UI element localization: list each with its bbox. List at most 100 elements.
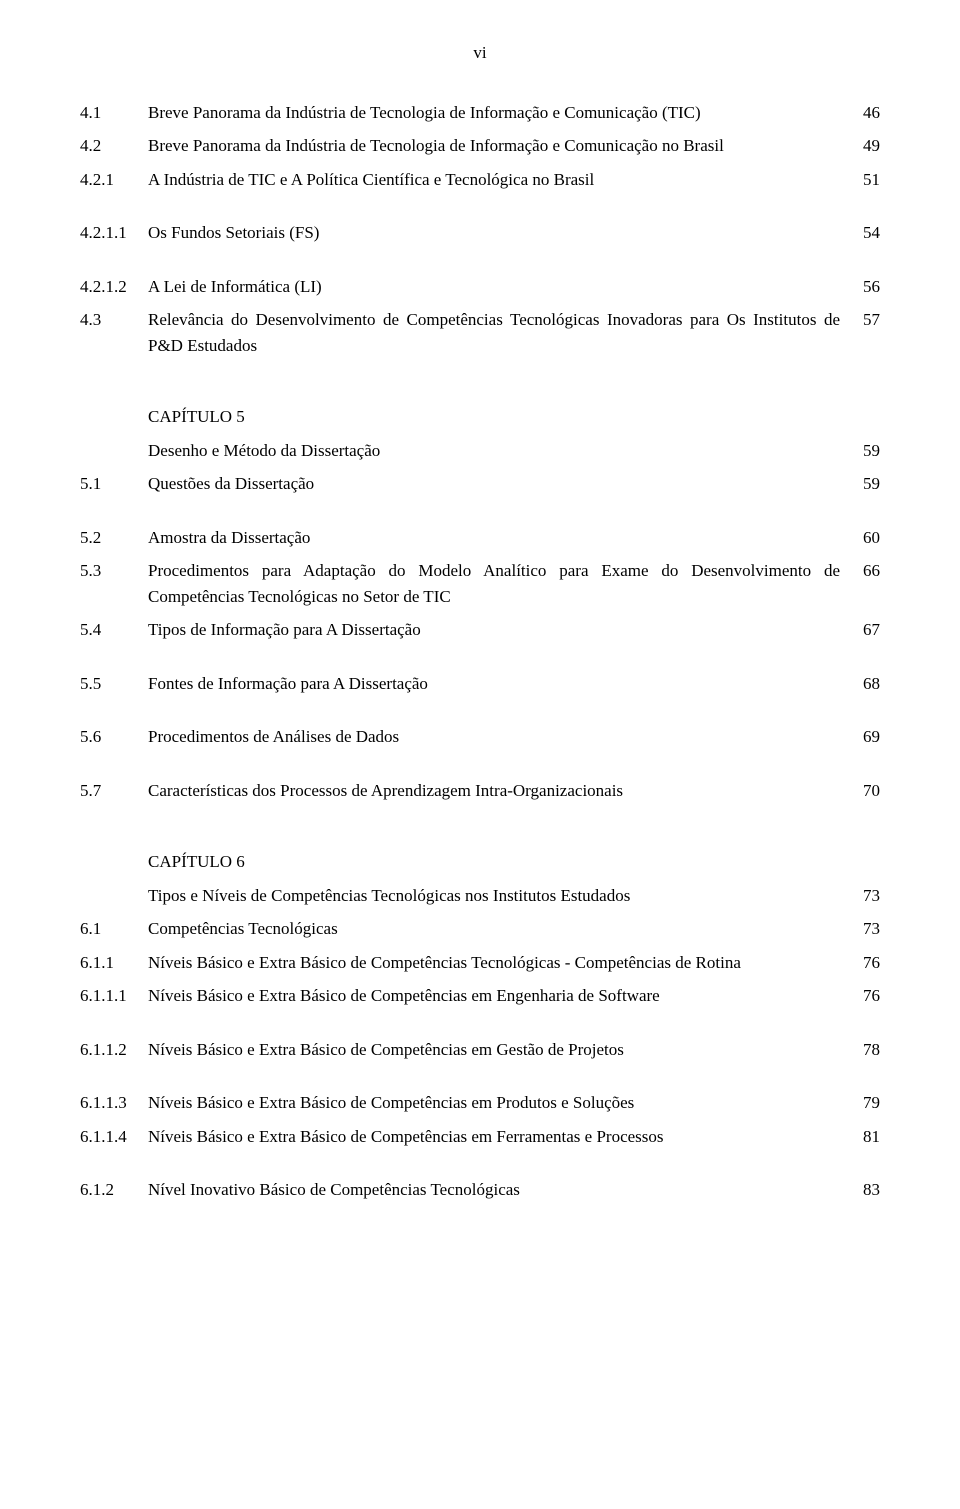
- toc-entry-title: Tipos e Níveis de Competências Tecnológi…: [148, 879, 840, 913]
- toc-entry-number: 4.3: [80, 303, 148, 362]
- toc-entry-title: Níveis Básico e Extra Básico de Competên…: [148, 1120, 840, 1154]
- toc-entry-title: Tipos de Informação para A Dissertação: [148, 613, 840, 647]
- toc-entry-page: [840, 845, 880, 879]
- toc-entry-page: 73: [840, 912, 880, 946]
- toc-row: 5.3Procedimentos para Adaptação do Model…: [80, 554, 880, 613]
- toc-entry-title: Características dos Processos de Aprendi…: [148, 774, 840, 808]
- toc-spacer: [80, 1070, 880, 1082]
- toc-entry-page: 66: [840, 554, 880, 613]
- toc-entry-page: 59: [840, 467, 880, 501]
- toc-row: Tipos e Níveis de Competências Tecnológi…: [80, 879, 880, 913]
- toc-entry-page: 68: [840, 667, 880, 701]
- toc-spacer: [80, 366, 880, 396]
- toc-spacer: [80, 1157, 880, 1169]
- toc-entry-number: 5.4: [80, 613, 148, 647]
- toc-entry-title: Níveis Básico e Extra Básico de Competên…: [148, 1033, 840, 1067]
- toc-entry-number: [80, 400, 148, 434]
- toc-entry-title: A Indústria de TIC e A Política Científi…: [148, 163, 840, 197]
- toc-row: 4.2.1.2A Lei de Informática (LI)56: [80, 270, 880, 304]
- toc-entry-title: CAPÍTULO 5: [148, 400, 840, 434]
- toc-entry-number: 5.6: [80, 720, 148, 754]
- toc-entry-title: Níveis Básico e Extra Básico de Competên…: [148, 1086, 840, 1120]
- toc-entry-page: 67: [840, 613, 880, 647]
- toc-entry-page: [840, 400, 880, 434]
- toc-entry-number: 6.1: [80, 912, 148, 946]
- toc-entry-number: 6.1.1.3: [80, 1086, 148, 1120]
- toc-entry-page: 51: [840, 163, 880, 197]
- toc-row: CAPÍTULO 5: [80, 400, 880, 434]
- toc-spacer: [80, 1017, 880, 1029]
- toc-entry-page: 79: [840, 1086, 880, 1120]
- toc-entry-number: 4.2.1.1: [80, 216, 148, 250]
- toc-entry-page: 49: [840, 129, 880, 163]
- toc-entry-page: 46: [840, 96, 880, 130]
- toc-entry-number: [80, 879, 148, 913]
- toc-spacer: [80, 254, 880, 266]
- toc-row: 4.3Relevância do Desenvolvimento de Comp…: [80, 303, 880, 362]
- toc-entry-number: 4.2.1.2: [80, 270, 148, 304]
- toc-row: 5.2Amostra da Dissertação60: [80, 521, 880, 555]
- toc-row: 6.1.1.4Níveis Básico e Extra Básico de C…: [80, 1120, 880, 1154]
- toc-entry-number: 4.2.1: [80, 163, 148, 197]
- toc-row: 4.2.1A Indústria de TIC e A Política Cie…: [80, 163, 880, 197]
- toc-row: 5.4Tipos de Informação para A Dissertaçã…: [80, 613, 880, 647]
- toc-row: 4.2.1.1Os Fundos Setoriais (FS)54: [80, 216, 880, 250]
- toc-entry-title: Níveis Básico e Extra Básico de Competên…: [148, 979, 840, 1013]
- toc-entry-page: 83: [840, 1173, 880, 1207]
- toc-row: 6.1.1.1Níveis Básico e Extra Básico de C…: [80, 979, 880, 1013]
- toc-entry-number: 5.5: [80, 667, 148, 701]
- toc-entry-title: Níveis Básico e Extra Básico de Competên…: [148, 946, 840, 980]
- toc-entry-title: Amostra da Dissertação: [148, 521, 840, 555]
- toc-entry-page: 57: [840, 303, 880, 362]
- toc-entry-page: 54: [840, 216, 880, 250]
- toc-entry-title: Relevância do Desenvolvimento de Competê…: [148, 303, 840, 362]
- toc-entry-title: Procedimentos de Análises de Dados: [148, 720, 840, 754]
- toc-entry-title: Questões da Dissertação: [148, 467, 840, 501]
- toc-row: 5.6Procedimentos de Análises de Dados69: [80, 720, 880, 754]
- toc-spacer: [80, 651, 880, 663]
- toc-entry-number: 6.1.2: [80, 1173, 148, 1207]
- toc-entry-page: 81: [840, 1120, 880, 1154]
- page-number: vi: [80, 40, 880, 66]
- toc-entry-number: 6.1.1: [80, 946, 148, 980]
- toc-spacer: [80, 704, 880, 716]
- toc-spacer: [80, 505, 880, 517]
- toc-entry-number: 5.3: [80, 554, 148, 613]
- toc-entry-page: 59: [840, 434, 880, 468]
- toc-entry-title: Fontes de Informação para A Dissertação: [148, 667, 840, 701]
- toc-entry-number: 4.1: [80, 96, 148, 130]
- toc-row: 6.1.2Nível Inovativo Básico de Competênc…: [80, 1173, 880, 1207]
- toc-entry-title: Competências Tecnológicas: [148, 912, 840, 946]
- toc-row: CAPÍTULO 6: [80, 845, 880, 879]
- toc-entry-number: 6.1.1.2: [80, 1033, 148, 1067]
- toc-row: 4.2Breve Panorama da Indústria de Tecnol…: [80, 129, 880, 163]
- toc-row: 6.1.1.2Níveis Básico e Extra Básico de C…: [80, 1033, 880, 1067]
- toc-entry-title: Os Fundos Setoriais (FS): [148, 216, 840, 250]
- toc-entry-page: 73: [840, 879, 880, 913]
- toc-entry-title: Procedimentos para Adaptação do Modelo A…: [148, 554, 840, 613]
- toc-row: 5.7Características dos Processos de Apre…: [80, 774, 880, 808]
- toc-entry-number: [80, 434, 148, 468]
- toc-row: 4.1Breve Panorama da Indústria de Tecnol…: [80, 96, 880, 130]
- toc-entry-number: 5.7: [80, 774, 148, 808]
- toc-entry-number: 5.1: [80, 467, 148, 501]
- toc-entry-number: 6.1.1.4: [80, 1120, 148, 1154]
- toc-row: 5.5Fontes de Informação para A Dissertaç…: [80, 667, 880, 701]
- toc-entry-title: Desenho e Método da Dissertação: [148, 434, 840, 468]
- toc-row: 5.1Questões da Dissertação59: [80, 467, 880, 501]
- toc-entry-number: [80, 845, 148, 879]
- toc-entry-page: 76: [840, 979, 880, 1013]
- toc-spacer: [80, 811, 880, 841]
- toc-row: 6.1.1.3Níveis Básico e Extra Básico de C…: [80, 1086, 880, 1120]
- toc-entry-page: 78: [840, 1033, 880, 1067]
- toc-row: Desenho e Método da Dissertação59: [80, 434, 880, 468]
- toc-entry-title: A Lei de Informática (LI): [148, 270, 840, 304]
- toc-row: 6.1.1Níveis Básico e Extra Básico de Com…: [80, 946, 880, 980]
- toc-entry-page: 56: [840, 270, 880, 304]
- toc-entry-title: CAPÍTULO 6: [148, 845, 840, 879]
- toc-entry-page: 76: [840, 946, 880, 980]
- toc-table: 4.1Breve Panorama da Indústria de Tecnol…: [80, 96, 880, 1207]
- toc-entry-title: Breve Panorama da Indústria de Tecnologi…: [148, 96, 840, 130]
- toc-entry-title: Breve Panorama da Indústria de Tecnologi…: [148, 129, 840, 163]
- toc-entry-page: 69: [840, 720, 880, 754]
